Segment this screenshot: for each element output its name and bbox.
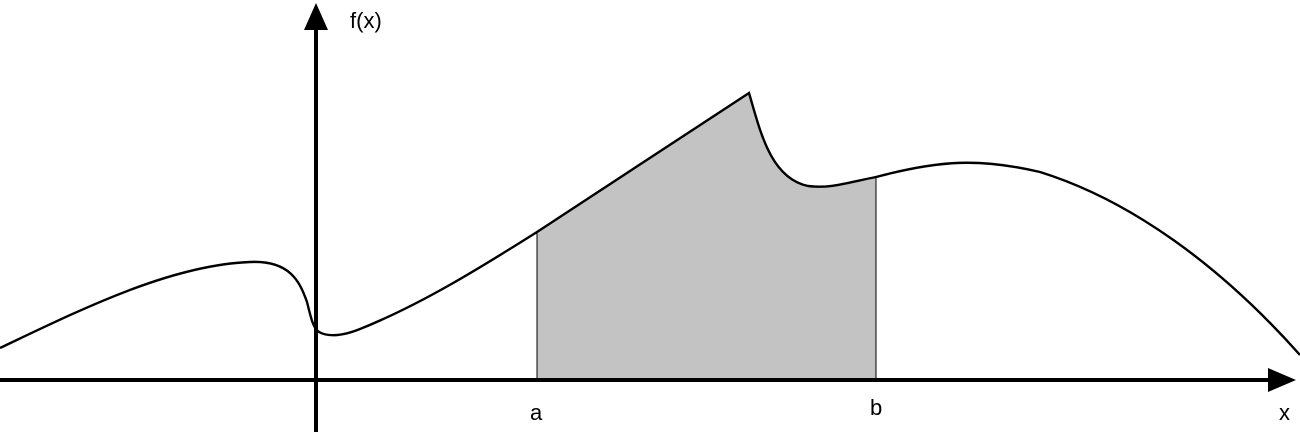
x-axis-arrow-icon xyxy=(1268,368,1296,392)
shaded-area xyxy=(536,92,877,381)
upper-bound-label: b xyxy=(870,395,882,420)
x-axis-label: x xyxy=(1279,400,1290,425)
y-axis-arrow-icon xyxy=(304,3,328,30)
y-axis-label: f(x) xyxy=(350,8,382,33)
function-curve xyxy=(0,91,1300,356)
lower-bound-label: a xyxy=(530,400,543,425)
